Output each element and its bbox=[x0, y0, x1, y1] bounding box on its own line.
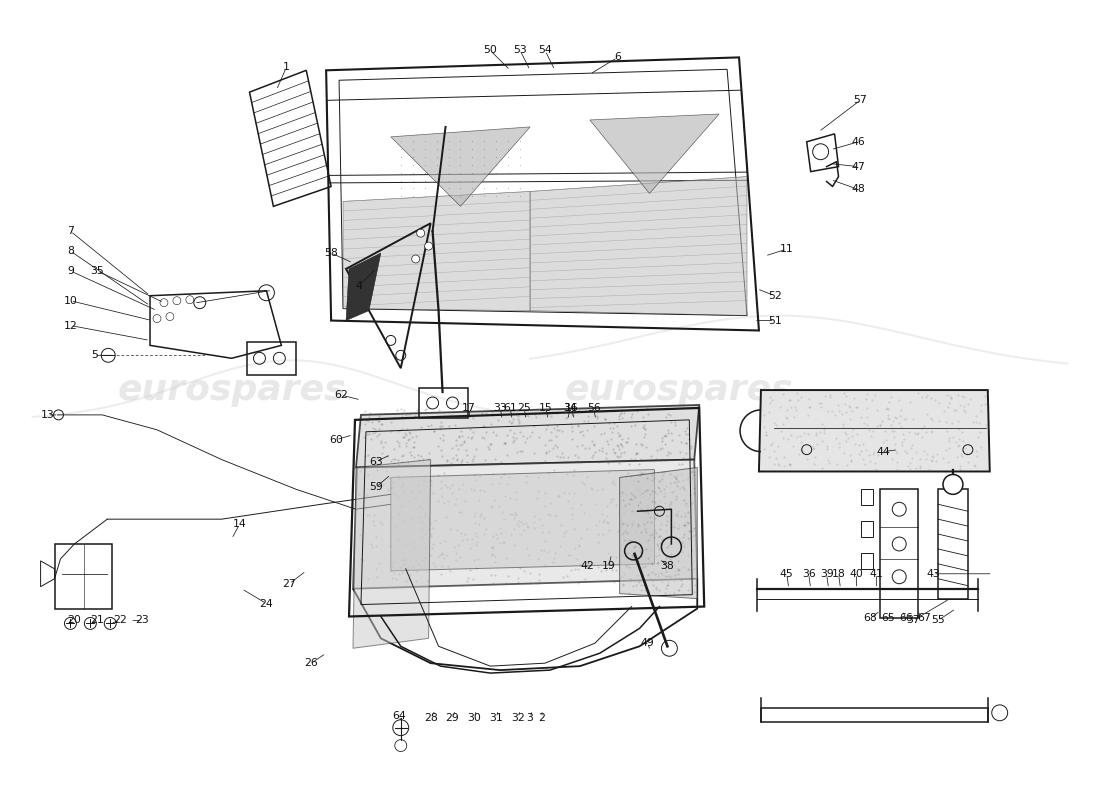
Text: 63: 63 bbox=[368, 457, 383, 466]
Text: 43: 43 bbox=[926, 569, 939, 578]
Text: 19: 19 bbox=[602, 561, 616, 571]
Text: 11: 11 bbox=[780, 244, 794, 254]
Text: 8: 8 bbox=[67, 246, 74, 256]
Text: 50: 50 bbox=[483, 46, 497, 55]
Text: 29: 29 bbox=[446, 713, 460, 722]
Text: 31: 31 bbox=[490, 713, 503, 722]
Text: 1: 1 bbox=[283, 62, 289, 72]
Circle shape bbox=[417, 229, 425, 237]
Text: 57: 57 bbox=[854, 95, 867, 105]
Text: 21: 21 bbox=[90, 615, 104, 626]
Circle shape bbox=[173, 297, 180, 305]
Text: 5: 5 bbox=[91, 350, 98, 360]
Text: 38: 38 bbox=[660, 561, 674, 571]
Circle shape bbox=[160, 298, 168, 306]
Circle shape bbox=[943, 474, 962, 494]
Text: eurospares: eurospares bbox=[565, 373, 794, 407]
Text: 18: 18 bbox=[832, 569, 846, 578]
Text: 54: 54 bbox=[538, 46, 552, 55]
Text: 3: 3 bbox=[527, 713, 534, 722]
Polygon shape bbox=[390, 470, 654, 571]
Text: 39: 39 bbox=[820, 569, 834, 578]
Text: 35: 35 bbox=[90, 266, 104, 276]
Text: 12: 12 bbox=[64, 321, 77, 330]
Text: 24: 24 bbox=[260, 598, 273, 609]
Text: 13: 13 bbox=[41, 410, 54, 420]
Text: 10: 10 bbox=[64, 296, 77, 306]
Text: 68: 68 bbox=[864, 614, 877, 623]
Text: 65: 65 bbox=[881, 614, 895, 623]
Text: 67: 67 bbox=[917, 614, 931, 623]
Polygon shape bbox=[390, 127, 530, 206]
Text: 66: 66 bbox=[900, 614, 913, 623]
Polygon shape bbox=[759, 390, 990, 471]
Text: eurospares: eurospares bbox=[118, 373, 345, 407]
Text: 27: 27 bbox=[283, 578, 296, 589]
Circle shape bbox=[186, 296, 194, 304]
Text: 33: 33 bbox=[494, 403, 507, 413]
Text: 52: 52 bbox=[768, 290, 782, 301]
Text: 25: 25 bbox=[517, 403, 531, 413]
Circle shape bbox=[153, 314, 161, 322]
Circle shape bbox=[166, 313, 174, 321]
Text: 44: 44 bbox=[877, 446, 890, 457]
Polygon shape bbox=[530, 177, 747, 315]
Text: 9: 9 bbox=[67, 266, 74, 276]
Text: 37: 37 bbox=[906, 615, 920, 626]
Text: 2: 2 bbox=[539, 713, 546, 722]
Text: 61: 61 bbox=[504, 403, 517, 413]
Polygon shape bbox=[343, 191, 530, 310]
Text: 62: 62 bbox=[334, 390, 348, 400]
Circle shape bbox=[393, 720, 409, 736]
Polygon shape bbox=[353, 459, 697, 589]
Text: 58: 58 bbox=[324, 248, 338, 258]
Circle shape bbox=[992, 705, 1008, 721]
Polygon shape bbox=[590, 114, 719, 194]
Text: 45: 45 bbox=[780, 569, 794, 578]
Text: 56: 56 bbox=[587, 403, 601, 413]
Circle shape bbox=[411, 255, 420, 263]
Text: 64: 64 bbox=[392, 710, 406, 721]
Text: 59: 59 bbox=[368, 482, 383, 492]
Text: 16: 16 bbox=[565, 403, 579, 413]
Text: 7: 7 bbox=[67, 226, 74, 236]
Text: 49: 49 bbox=[640, 638, 654, 648]
Text: 17: 17 bbox=[462, 403, 475, 413]
Text: 40: 40 bbox=[849, 569, 864, 578]
Circle shape bbox=[101, 348, 116, 362]
Text: 53: 53 bbox=[514, 46, 527, 55]
Text: 51: 51 bbox=[768, 315, 782, 326]
Polygon shape bbox=[346, 253, 381, 321]
Polygon shape bbox=[356, 405, 700, 467]
Text: 55: 55 bbox=[932, 615, 945, 626]
Text: 6: 6 bbox=[614, 52, 622, 62]
Text: 28: 28 bbox=[424, 713, 438, 722]
Text: 15: 15 bbox=[539, 403, 553, 413]
Text: 30: 30 bbox=[468, 713, 482, 722]
Text: 60: 60 bbox=[329, 434, 343, 445]
Text: 23: 23 bbox=[135, 615, 149, 626]
Circle shape bbox=[425, 242, 432, 250]
Text: 48: 48 bbox=[851, 185, 866, 194]
Text: 46: 46 bbox=[851, 137, 866, 147]
Text: 4: 4 bbox=[355, 281, 362, 290]
Text: 42: 42 bbox=[581, 561, 595, 571]
Text: 26: 26 bbox=[305, 658, 318, 668]
Text: 22: 22 bbox=[113, 615, 128, 626]
Text: 36: 36 bbox=[802, 569, 815, 578]
Text: 32: 32 bbox=[512, 713, 525, 722]
Polygon shape bbox=[353, 459, 430, 648]
Text: 41: 41 bbox=[869, 569, 883, 578]
Polygon shape bbox=[619, 467, 697, 598]
Text: 20: 20 bbox=[67, 615, 81, 626]
Text: 14: 14 bbox=[233, 519, 246, 529]
Text: 34: 34 bbox=[563, 403, 576, 413]
Text: 47: 47 bbox=[851, 162, 866, 172]
